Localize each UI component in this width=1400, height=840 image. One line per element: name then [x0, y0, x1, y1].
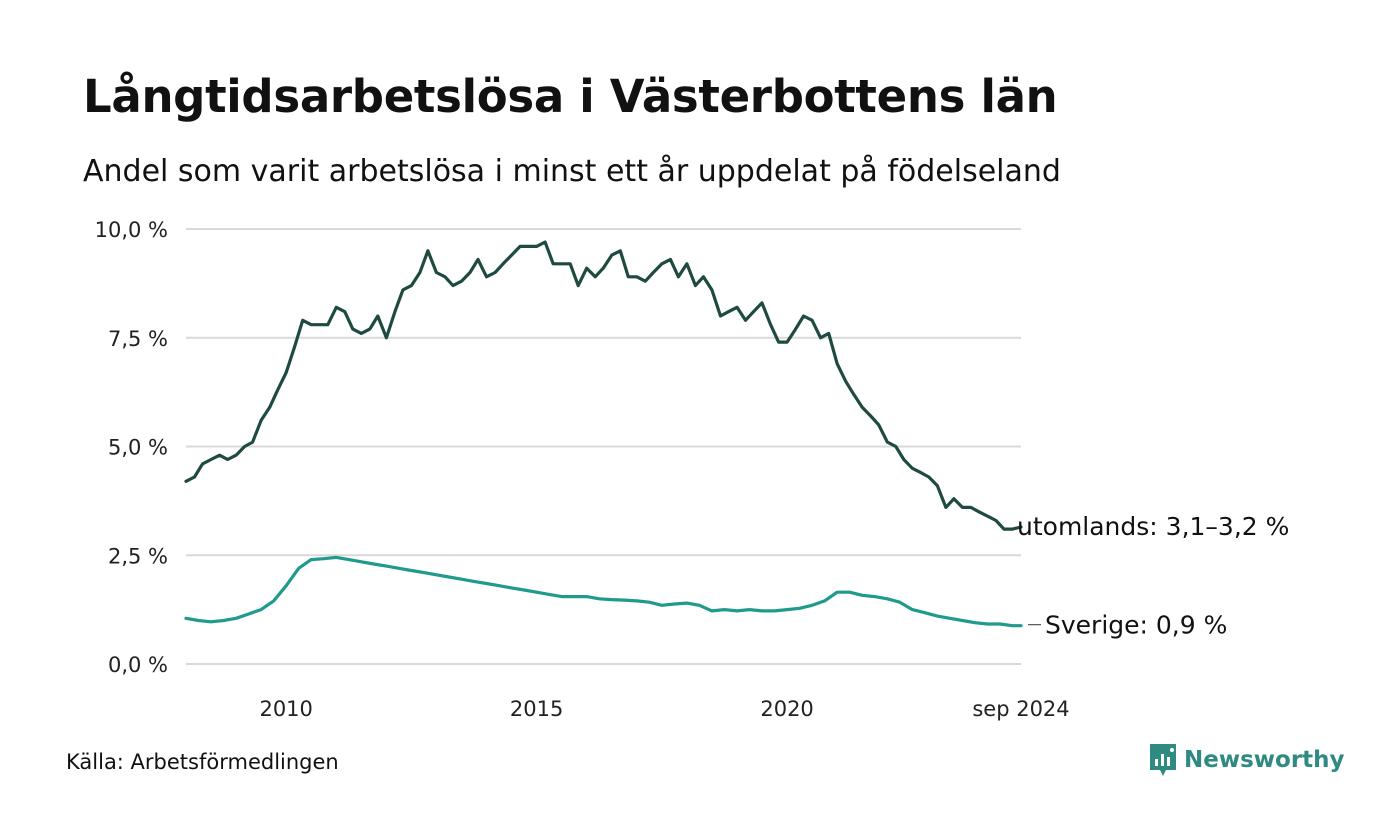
y-tick-label: 10,0 %: [95, 218, 168, 242]
y-tick-label: 5,0 %: [108, 436, 168, 460]
brand-name: Newsworthy: [1184, 747, 1345, 773]
series-label-utomlands: utomlands: 3,1–3,2 %: [1017, 512, 1289, 541]
x-tick-label: 2020: [760, 697, 813, 721]
y-tick-label: 0,0 %: [108, 653, 168, 677]
x-tick-label: 2010: [259, 697, 312, 721]
series-lines: [184, 240, 1023, 628]
chart-title: Långtidsarbetslösa i Västerbottens län: [83, 70, 1058, 123]
brand-logo[interactable]: Newsworthy: [1148, 742, 1345, 778]
y-tick-label: 2,5 %: [108, 544, 168, 568]
series-line-utomlands: [184, 240, 1023, 531]
source-note: Källa: Arbetsförmedlingen: [66, 750, 339, 774]
x-axis-ticks: 2010 2015 2020 sep 2024: [259, 697, 1069, 721]
series-label-sverige: Sverige: 0,9 %: [1045, 611, 1227, 640]
chart-subtitle: Andel som varit arbetslösa i minst ett å…: [83, 154, 1061, 189]
y-tick-label: 7,5 %: [108, 327, 168, 351]
series-labels: utomlands: 3,1–3,2 % Sverige: 0,9 %: [1017, 512, 1289, 640]
x-tick-label: 2015: [510, 697, 563, 721]
bar-chart-logo-icon: [1150, 744, 1176, 776]
x-tick-label: sep 2024: [972, 697, 1069, 721]
grid-lines: [186, 228, 1021, 665]
series-line-sverige: [184, 555, 1023, 628]
y-axis-ticks: 10,0 % 7,5 % 5,0 % 2,5 % 0,0 %: [95, 218, 168, 677]
